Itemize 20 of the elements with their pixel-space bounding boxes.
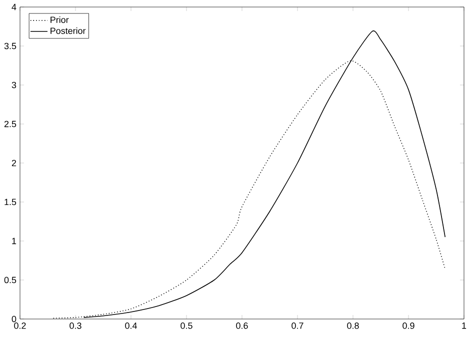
x-tick-label: 1 [462,322,466,329]
y-tick-label: 3.5 [4,42,16,50]
x-tick-label: 0.2 [14,322,26,329]
x-tick-label: 0.5 [180,322,192,329]
legend-label: Posterior [50,27,86,34]
x-tick-label: 0.6 [236,322,248,329]
y-tick-label: 2.5 [4,120,16,128]
x-tick-label: 0.9 [402,322,414,329]
x-tick-label: 0.4 [125,322,137,329]
legend-label: Prior [50,16,69,24]
y-tick-label: 4 [12,4,16,10]
x-tick-label: 0.3 [70,322,82,329]
y-tick-label: 2 [12,160,16,166]
y-tick-label: 3 [12,82,16,88]
y-tick-label: 1 [12,238,16,244]
y-tick-label: 0 [12,316,16,322]
y-tick-label: 1.5 [4,198,16,206]
x-tick-label: 0.7 [292,322,304,329]
x-tick-label: 0.8 [347,322,359,329]
y-tick-label: 0.5 [4,276,16,284]
